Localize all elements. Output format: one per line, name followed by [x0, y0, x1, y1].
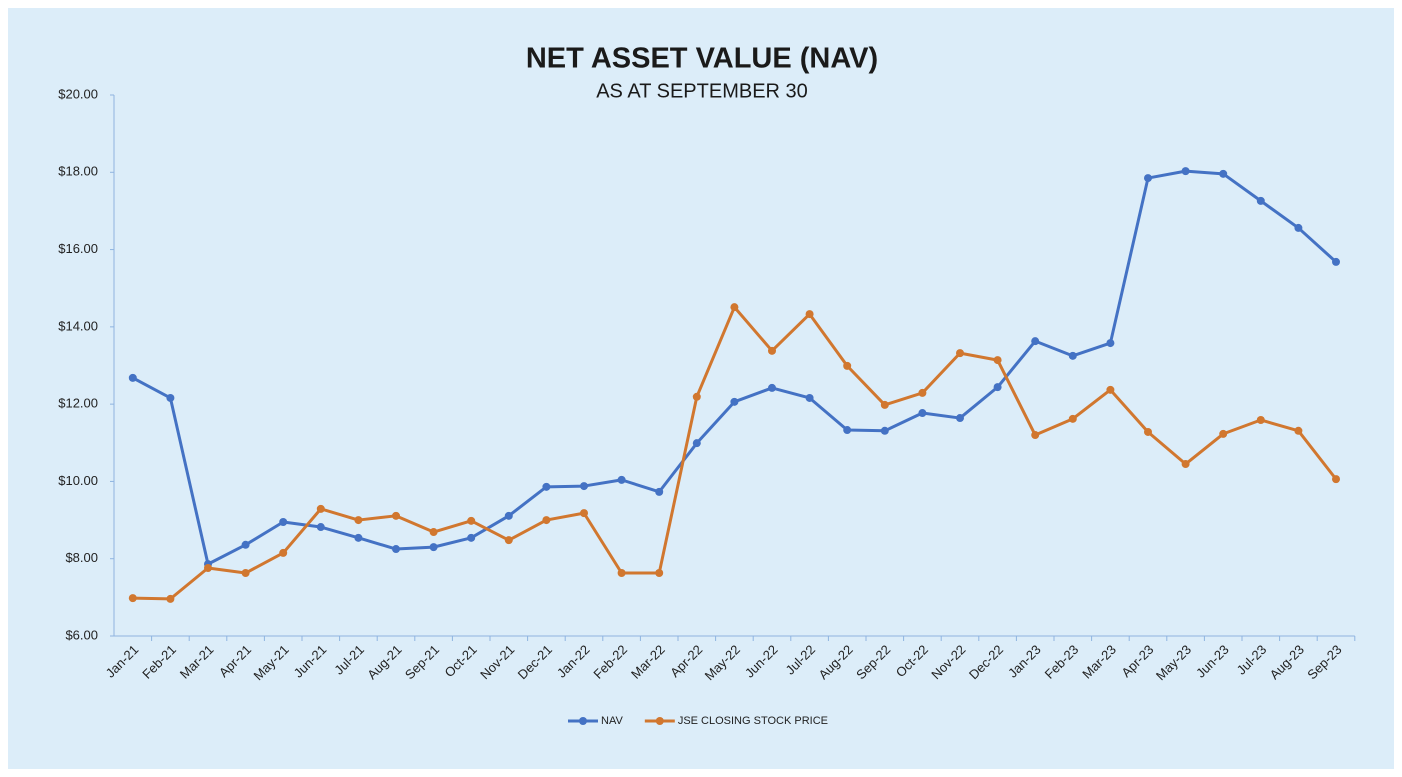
data-point: [1332, 257, 1340, 266]
data-point: [316, 504, 325, 513]
chart-subtitle: AS AT SEPTEMBER 30: [596, 80, 808, 102]
data-point: [204, 563, 212, 572]
data-point: [843, 361, 852, 370]
data-point: [354, 516, 363, 525]
legend-marker: [579, 717, 587, 725]
data-point: [1294, 426, 1303, 435]
data-point: [1068, 414, 1077, 423]
data-point: [1144, 427, 1152, 436]
data-point: [1106, 339, 1115, 348]
data-point: [1219, 169, 1228, 178]
data-point: [843, 426, 852, 435]
data-point: [542, 482, 551, 491]
y-tick-label: $12.00: [58, 396, 98, 411]
data-point: [1219, 429, 1228, 438]
data-point: [1294, 223, 1303, 232]
y-tick-label: $14.00: [58, 318, 98, 333]
y-tick-label: $18.00: [58, 164, 98, 179]
data-point: [241, 569, 250, 578]
data-point: [880, 400, 889, 409]
data-point: [1181, 167, 1190, 176]
y-tick-label: $20.00: [58, 86, 98, 101]
data-point: [617, 569, 626, 578]
data-point: [429, 528, 438, 537]
data-point: [655, 487, 664, 496]
data-point: [241, 540, 250, 549]
data-point: [692, 392, 701, 401]
data-point: [580, 482, 588, 491]
data-point: [316, 523, 325, 532]
data-point: [730, 303, 739, 312]
data-point: [392, 545, 400, 554]
data-point: [128, 373, 137, 382]
data-point: [392, 511, 400, 520]
data-point: [993, 356, 1002, 365]
data-point: [580, 509, 588, 518]
data-point: [1256, 415, 1265, 424]
data-point: [504, 511, 513, 520]
data-point: [993, 383, 1002, 392]
data-point: [805, 393, 814, 402]
data-point: [880, 426, 889, 435]
data-point: [166, 393, 175, 402]
data-point: [279, 548, 288, 557]
data-point: [1031, 431, 1040, 440]
data-point: [1144, 174, 1152, 183]
data-point: [730, 397, 739, 406]
legend-marker: [655, 717, 664, 725]
data-point: [1031, 337, 1040, 346]
data-point: [918, 409, 927, 418]
data-point: [655, 569, 664, 578]
data-point: [617, 475, 626, 484]
legend-label: NAV: [601, 715, 623, 727]
data-point: [1106, 385, 1115, 394]
data-point: [1332, 475, 1340, 484]
data-point: [1068, 351, 1077, 360]
data-point: [354, 533, 363, 542]
data-point: [1181, 460, 1190, 469]
y-tick-label: $6.00: [65, 627, 98, 642]
chart-title: NET ASSET VALUE (NAV): [526, 43, 878, 75]
data-point: [504, 536, 513, 545]
y-tick-label: $16.00: [58, 241, 98, 256]
y-tick-label: $10.00: [58, 473, 98, 488]
data-point: [467, 516, 476, 525]
data-point: [956, 414, 964, 423]
data-point: [467, 533, 476, 542]
data-point: [918, 388, 927, 397]
data-point: [768, 346, 776, 355]
data-point: [429, 543, 438, 552]
data-point: [1256, 196, 1265, 205]
data-point: [542, 516, 551, 525]
y-tick-label: $8.00: [65, 550, 98, 565]
data-point: [166, 594, 175, 603]
legend-label: JSE CLOSING STOCK PRICE: [678, 715, 828, 727]
data-point: [692, 439, 701, 448]
data-point: [956, 349, 964, 358]
data-point: [805, 310, 814, 319]
data-point: [128, 594, 137, 603]
data-point: [768, 383, 776, 392]
data-point: [279, 518, 288, 527]
